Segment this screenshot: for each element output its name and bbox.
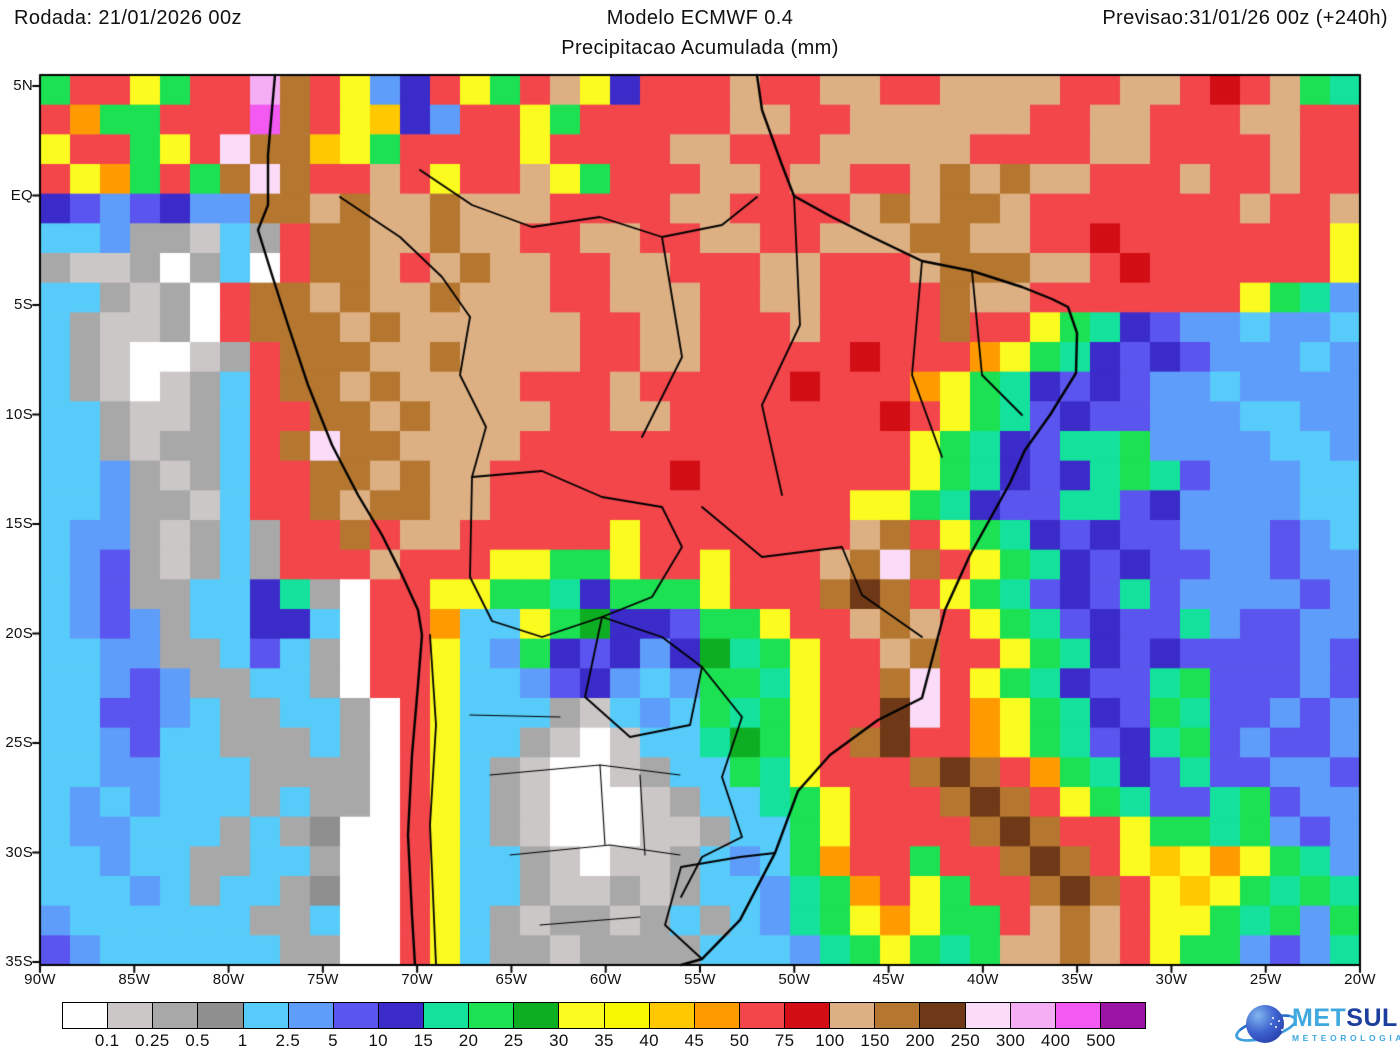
- colorbar-label: 150: [860, 1031, 890, 1050]
- colorbar-cell: [197, 1002, 244, 1029]
- colorbar-label: 400: [1041, 1031, 1071, 1050]
- logo-subtitle: METEOROLOGIA: [1292, 1033, 1400, 1043]
- lat-tick-label: EQ: [10, 186, 33, 204]
- colorbar-cell: [1009, 1002, 1056, 1029]
- run-label: Rodada: 21/01/2026 00z: [14, 7, 242, 29]
- logo-met: MET: [1292, 1004, 1347, 1032]
- colorbar-cell: [62, 1002, 109, 1029]
- colorbar-cell: [964, 1002, 1011, 1029]
- logo-text: METSUL METEOROLOGIA: [1292, 1006, 1400, 1043]
- colorbar-label: 35: [594, 1031, 614, 1050]
- lat-tick-label: 15S: [5, 515, 33, 532]
- colorbar-label: 300: [995, 1031, 1026, 1050]
- globe-icon: [1246, 1005, 1284, 1043]
- lat-tick-label: 5S: [14, 296, 33, 313]
- colorbar-cell: [377, 1002, 424, 1029]
- lon-tick-label: 55W: [684, 971, 716, 988]
- lon-tick-label: 80W: [212, 971, 245, 988]
- colorbar-cell: [784, 1002, 831, 1029]
- colorbar-cell: [919, 1002, 966, 1029]
- model-title: Modelo ECMWF 0.4: [606, 7, 794, 29]
- colorbar-label: 2.5: [275, 1031, 301, 1050]
- colorbar-cell: [603, 1002, 650, 1029]
- lon-tick-label: 40W: [966, 971, 999, 988]
- colorbar-cell: [152, 1002, 199, 1029]
- colorbar-label: 200: [905, 1031, 935, 1050]
- colorbar-label: 15: [413, 1031, 434, 1050]
- colorbar-cell: [1054, 1002, 1101, 1029]
- lon-tick-label: 65W: [495, 971, 528, 988]
- colorbar-cell: [558, 1002, 605, 1029]
- lon-tick-label: 25W: [1249, 971, 1282, 988]
- lon-tick-label: 50W: [778, 971, 811, 988]
- colorbar-cell: [1099, 1002, 1146, 1029]
- colorbar-label: 45: [684, 1031, 705, 1050]
- colorbar-label: 10: [368, 1031, 388, 1050]
- colorbar-label: 250: [950, 1031, 980, 1050]
- colorbar-label: 0.25: [135, 1031, 170, 1050]
- lon-tick-label: 45W: [872, 971, 905, 988]
- colorbar-cell: [423, 1002, 470, 1029]
- colorbar-cell: [242, 1002, 289, 1029]
- colorbar-cell: [287, 1002, 334, 1029]
- colorbar-legend: [62, 1002, 1146, 1029]
- colorbar-label: 5: [328, 1031, 338, 1050]
- colorbar-label: 75: [774, 1031, 795, 1050]
- metsul-logo: METSUL METEOROLOGIA: [1232, 1003, 1400, 1048]
- colorbar-label: 40: [639, 1031, 659, 1050]
- colorbar-cell: [738, 1002, 785, 1029]
- stars-icon: [1272, 1017, 1274, 1019]
- lon-tick-label: 20W: [1344, 971, 1376, 988]
- colorbar-cell: [513, 1002, 560, 1029]
- lat-tick-label: 25S: [5, 734, 33, 751]
- colorbar-label: 20: [458, 1031, 479, 1050]
- colorbar-cell: [468, 1002, 515, 1029]
- lon-tick-label: 30W: [1155, 971, 1188, 988]
- lat-tick-label: 30S: [5, 843, 33, 861]
- logo-sul: SUL: [1346, 1004, 1398, 1032]
- colorbar-cell: [874, 1002, 921, 1029]
- colorbar-cell: [829, 1002, 876, 1029]
- lon-tick-label: 70W: [401, 971, 434, 988]
- lon-tick-label: 90W: [24, 971, 56, 988]
- lat-tick-label: 35S: [5, 953, 33, 970]
- lon-tick-label: 85W: [118, 971, 151, 988]
- colorbar-label: 100: [815, 1031, 845, 1050]
- colorbar-cell: [648, 1002, 695, 1029]
- colorbar-label: 0.1: [94, 1031, 120, 1050]
- lon-tick-label: 75W: [306, 971, 339, 988]
- colorbar-label: 0.5: [185, 1031, 210, 1050]
- lat-tick-label: 10S: [5, 405, 33, 423]
- forecast-label: Previsao:31/01/26 00z (+240h): [1102, 7, 1388, 29]
- lon-tick-label: 60W: [589, 971, 622, 988]
- colorbar-label: 30: [549, 1031, 569, 1050]
- colorbar-label: 25: [503, 1031, 524, 1050]
- colorbar-cell: [332, 1002, 379, 1029]
- colorbar-label: 50: [729, 1031, 750, 1050]
- lat-tick-label: 5N: [13, 77, 33, 94]
- colorbar-cell: [107, 1002, 154, 1029]
- lat-tick-label: 20S: [5, 624, 33, 642]
- colorbar-label: 500: [1086, 1031, 1116, 1050]
- colorbar-cell: [693, 1002, 740, 1029]
- lon-tick-label: 35W: [1061, 971, 1094, 988]
- map-subtitle: Precipitacao Acumulada (mm): [561, 37, 839, 59]
- colorbar-label: 1: [237, 1031, 248, 1050]
